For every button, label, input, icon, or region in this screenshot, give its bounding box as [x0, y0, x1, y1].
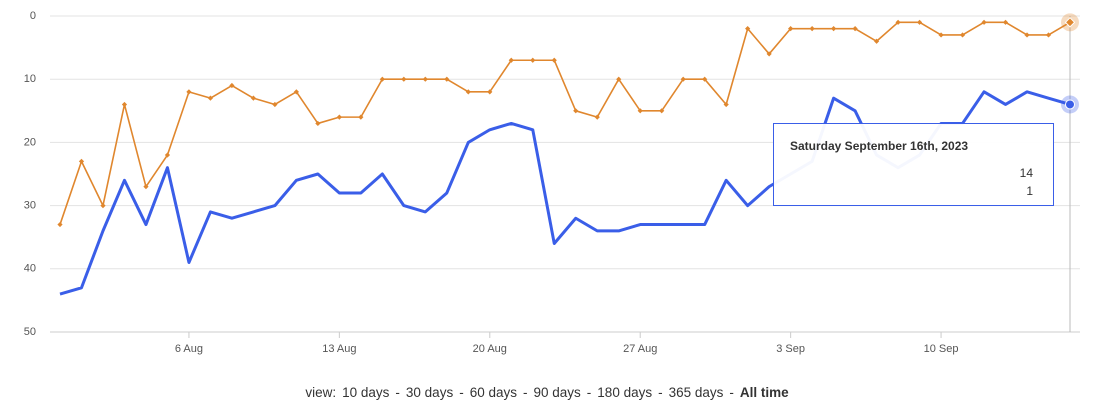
y-tick-label: 10: [24, 73, 36, 85]
point: [637, 108, 643, 114]
point: [422, 76, 428, 82]
point: [121, 101, 128, 108]
view-option[interactable]: 90 days: [533, 385, 581, 400]
view-option[interactable]: 60 days: [469, 385, 517, 400]
view-nav: view: 10 days -30 days -60 days -90 days -180…: [0, 385, 1094, 400]
point: [1065, 99, 1075, 110]
point: [293, 89, 299, 95]
series-line: [59, 21, 1071, 225]
view-option[interactable]: 180 days: [597, 385, 653, 400]
y-tick-label: 50: [24, 326, 36, 338]
point: [444, 76, 450, 82]
point: [57, 221, 63, 228]
point: [723, 101, 729, 108]
point: [164, 152, 171, 158]
separator: -: [523, 385, 528, 400]
point: [1002, 19, 1009, 25]
point: [745, 26, 751, 32]
x-tick-label: 3 Sep: [776, 343, 805, 355]
point: [315, 120, 321, 127]
point: [788, 26, 794, 32]
point: [143, 184, 149, 190]
x-tick-label: 10 Sep: [924, 343, 959, 355]
point: [680, 76, 686, 82]
separator: -: [729, 385, 734, 400]
point: [659, 108, 665, 114]
point: [831, 26, 837, 32]
tooltip-title: Saturday September 16th, 2023: [790, 139, 969, 153]
point: [186, 89, 192, 95]
point: [551, 57, 557, 63]
point: [1064, 17, 1076, 28]
view-option[interactable]: All time: [739, 385, 789, 400]
tooltip-value: 1: [1026, 184, 1033, 198]
tooltip-value: 14: [1019, 166, 1033, 180]
point: [401, 76, 407, 82]
point: [594, 114, 600, 120]
point: [229, 82, 235, 89]
x-tick-label: 20 Aug: [473, 343, 507, 355]
point: [250, 95, 257, 101]
point: [336, 114, 342, 120]
x-tick-label: 27 Aug: [623, 343, 657, 355]
point: [616, 76, 622, 82]
y-tick-label: 0: [30, 10, 36, 22]
point: [487, 89, 493, 95]
point: [465, 89, 471, 95]
view-option[interactable]: 365 days: [668, 385, 724, 400]
y-tick-label: 30: [24, 200, 36, 212]
point: [530, 57, 536, 63]
y-tick-label: 40: [24, 263, 36, 275]
point: [981, 19, 987, 25]
point: [938, 32, 944, 38]
separator: -: [459, 385, 464, 400]
point: [895, 19, 901, 25]
point: [873, 38, 880, 44]
view-label: view:: [305, 385, 337, 400]
point: [852, 26, 858, 32]
y-tick-label: 20: [24, 136, 36, 148]
point: [358, 114, 364, 120]
point: [207, 95, 214, 101]
view-option[interactable]: 10 days: [342, 385, 390, 400]
point: [379, 76, 385, 82]
x-tick-label: 6 Aug: [175, 343, 203, 355]
view-option[interactable]: 30 days: [405, 385, 454, 400]
point: [1045, 32, 1052, 38]
point: [100, 203, 106, 209]
point: [508, 57, 514, 63]
point: [959, 32, 966, 38]
separator: -: [395, 385, 400, 400]
point: [809, 26, 815, 32]
x-tick-label: 13 Aug: [322, 343, 356, 355]
tooltip: Saturday September 16th, 2023 14 1: [773, 123, 1054, 206]
point: [573, 108, 579, 114]
point: [78, 158, 85, 164]
point: [702, 76, 708, 82]
point: [272, 101, 278, 108]
point: [916, 19, 923, 25]
separator: -: [658, 385, 663, 400]
point: [1024, 32, 1030, 38]
separator: -: [586, 385, 592, 400]
point: [766, 51, 772, 57]
